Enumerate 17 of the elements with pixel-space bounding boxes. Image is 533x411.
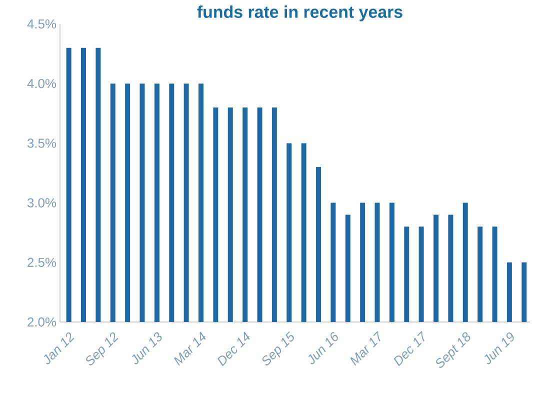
x-tick-label: Jun 19 <box>484 332 514 364</box>
x-tick-label: Sep 15 <box>262 331 294 366</box>
x-tick-label: Jun 16 <box>308 332 338 364</box>
chart-title: funds rate in recent years <box>197 6 402 22</box>
x-tick-label: Mar 14 <box>174 332 206 366</box>
y-tick-label: 3.0% <box>27 198 56 208</box>
x-tick-label: Mar 17 <box>350 330 380 366</box>
y-tick-label: 2.0% <box>28 317 56 327</box>
y-tick-label: 4.0% <box>27 79 56 88</box>
x-tick-label: Jun 13 <box>132 332 162 364</box>
x-tick-label: Sep 12 <box>86 332 118 366</box>
x-tick-label: Jan 12 <box>44 332 74 364</box>
y-tick-label: 3.5% <box>27 138 56 148</box>
x-tick-label: Dec 14 <box>218 332 250 366</box>
x-tick-label: Dec 17 <box>394 330 424 366</box>
y-tick-label: 2.5% <box>28 258 56 267</box>
y-tick-label: 4.5% <box>27 19 56 29</box>
